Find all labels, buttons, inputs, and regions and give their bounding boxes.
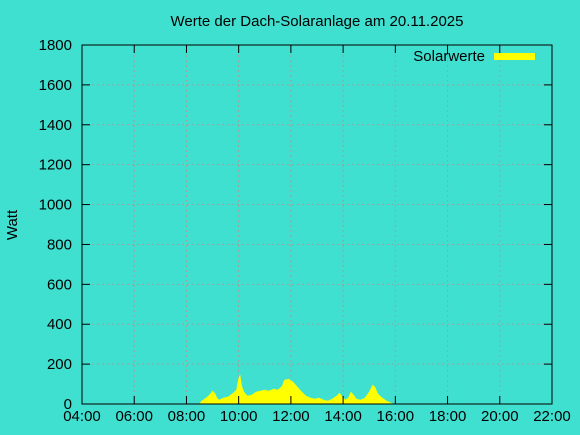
legend: Solarwerte (413, 48, 535, 65)
x-tick-label: 08:00 (168, 408, 206, 425)
x-tick-label: 06:00 (115, 408, 153, 425)
x-tick-label: 04:00 (63, 408, 101, 425)
y-axis-label: Watt (4, 209, 21, 240)
x-tick-label: 22:00 (533, 408, 571, 425)
x-tick-label: 12:00 (272, 408, 310, 425)
axis-ticks (81, 44, 553, 405)
y-tick-label: 1600 (39, 77, 72, 94)
y-tick-label: 1800 (39, 37, 72, 54)
plot-area (199, 374, 394, 405)
x-tick-label: 10:00 (220, 408, 258, 425)
y-tick-label: 0 (64, 396, 72, 413)
x-tick-label: 14:00 (324, 408, 362, 425)
y-tick-label: 1200 (39, 157, 72, 174)
y-tick-label: 800 (47, 236, 72, 253)
y-tick-label: 400 (47, 316, 72, 333)
x-tick-label: 18:00 (429, 408, 467, 425)
grid (82, 45, 552, 404)
tick-labels: 04:00 06:00 08:00 10:00 12:00 14:00 16:00 18:00… (39, 37, 571, 425)
chart-title: Werte der Dach-Solaranlage am 20.11.2025 (171, 13, 464, 30)
series-area (199, 374, 394, 405)
legend-swatch (494, 53, 535, 60)
x-tick-label: 20:00 (481, 408, 519, 425)
y-tick-label: 200 (47, 356, 72, 373)
y-tick-label: 1000 (39, 197, 72, 214)
legend-label: Solarwerte (413, 48, 485, 65)
y-tick-label: 1400 (39, 117, 72, 134)
y-tick-label: 600 (47, 276, 72, 293)
x-tick-label: 16:00 (377, 408, 415, 425)
plot-border (81, 44, 553, 405)
